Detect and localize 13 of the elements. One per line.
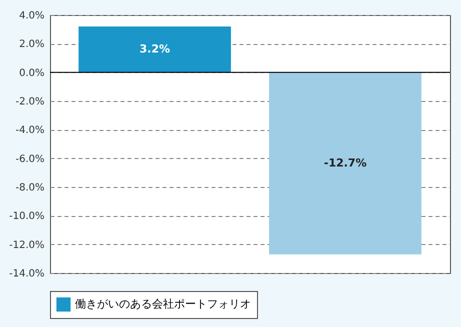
y-tick-label: -12.0% [9, 240, 44, 251]
data-label: 3.2% [140, 42, 170, 56]
y-tick-label: -14.0% [9, 268, 44, 280]
data-label: -12.7% [324, 156, 367, 170]
y-tick-label: 2.0% [19, 39, 44, 50]
y-tick-label: -6.0% [15, 154, 44, 165]
y-tick-label: -4.0% [15, 125, 44, 136]
y-tick-label: 4.0% [19, 10, 44, 22]
legend-label: 働きがいのある会社ポートフォリオ [75, 298, 251, 310]
y-tick-label: 0.0% [19, 68, 44, 79]
y-tick-label: -8.0% [15, 182, 44, 194]
y-tick-label: -2.0% [15, 96, 44, 108]
y-tick-label: -10.0% [9, 211, 44, 222]
